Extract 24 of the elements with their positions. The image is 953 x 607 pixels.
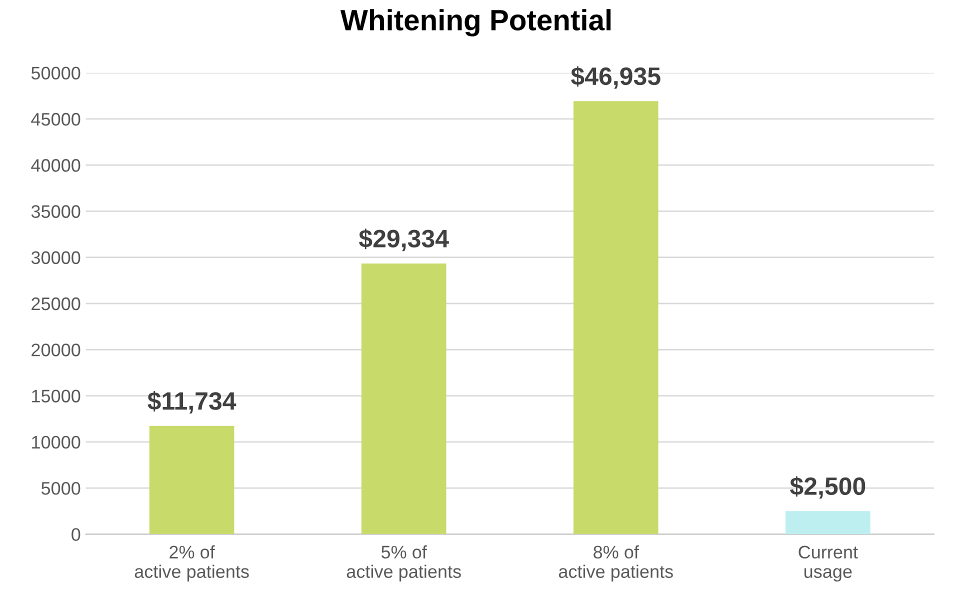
bar xyxy=(573,101,658,534)
y-tick-label: 35000 xyxy=(31,205,80,218)
bar xyxy=(149,426,234,534)
bar xyxy=(786,511,870,534)
y-tick-label: 25000 xyxy=(32,297,80,310)
x-tick-label: 8% of active patients xyxy=(558,545,673,582)
y-tick-label: 45000 xyxy=(31,112,80,126)
y-tick-label: 10000 xyxy=(32,436,80,449)
y-tick-label: 30000 xyxy=(31,251,80,264)
x-tick-label: Current usage xyxy=(798,546,858,582)
y-tick-label: 15000 xyxy=(32,390,80,402)
y-tick-label: 20000 xyxy=(32,344,80,356)
data-label: $11,734 xyxy=(148,391,236,414)
data-label: $29,334 xyxy=(358,228,449,252)
x-tick-label: 5% of active patients xyxy=(346,545,461,582)
y-tick-label: 50000 xyxy=(31,66,80,80)
y-tick-label: 5000 xyxy=(41,482,80,495)
data-label: $2,500 xyxy=(790,476,866,499)
chart-title: Whitening Potential xyxy=(340,9,611,36)
y-tick-label: 0 xyxy=(72,528,80,541)
data-label: $46,935 xyxy=(571,66,660,89)
x-tick-label: 2% of active patients xyxy=(134,545,249,582)
y-tick-label: 40000 xyxy=(31,159,80,172)
bar xyxy=(361,264,446,534)
